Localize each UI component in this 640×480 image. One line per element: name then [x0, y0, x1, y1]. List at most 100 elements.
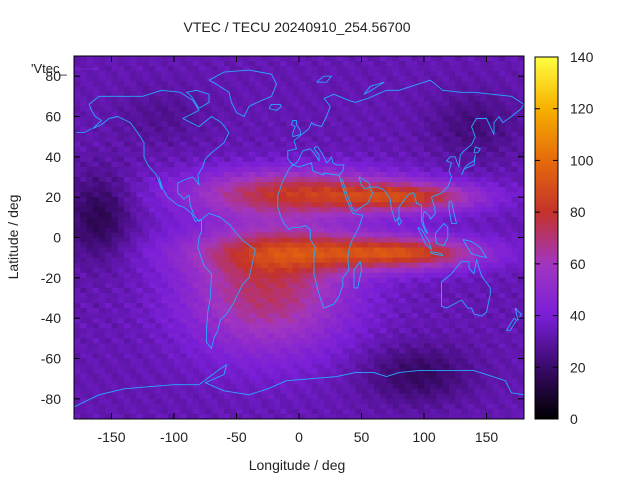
heatmap-cell: [380, 393, 387, 400]
heatmap-cell: [424, 192, 431, 198]
heatmap-cell: [105, 146, 112, 153]
heatmap-cell: [105, 267, 112, 274]
heatmap-cell: [442, 66, 450, 72]
heatmap-cell: [117, 121, 125, 127]
heatmap-cell: [280, 166, 287, 173]
heatmap-cell: [449, 212, 456, 218]
heatmap-cell: [130, 227, 137, 233]
heatmap-cell: [367, 141, 375, 148]
heatmap-cell: [124, 91, 131, 97]
heatmap-cell: [499, 212, 506, 218]
heatmap-cell: [436, 171, 444, 178]
heatmap-cell: [417, 182, 425, 188]
heatmap-cell: [174, 56, 181, 62]
heatmap-cell: [467, 116, 475, 122]
heatmap-cell: [142, 141, 150, 148]
heatmap-cell: [136, 116, 144, 122]
heatmap-cell: [511, 378, 519, 385]
heatmap-cell: [467, 353, 475, 359]
heatmap-cell: [305, 86, 312, 92]
heatmap-cell: [167, 76, 175, 82]
heatmap-cell: [474, 227, 481, 233]
heatmap-cell: [430, 146, 437, 153]
heatmap-cell: [499, 217, 506, 223]
heatmap-cell: [430, 66, 437, 72]
heatmap-cell: [517, 267, 525, 274]
heatmap-cell: [517, 262, 525, 269]
heatmap-cell: [149, 287, 156, 294]
heatmap-cell: [449, 91, 456, 97]
heatmap-cell: [130, 338, 137, 344]
heatmap-cell: [242, 323, 250, 329]
heatmap-cell: [455, 212, 462, 218]
heatmap-cell: [367, 212, 375, 218]
heatmap-cell: [205, 373, 212, 380]
heatmap-cell: [449, 61, 456, 67]
heatmap-cell: [211, 262, 219, 269]
heatmap-cell: [449, 383, 456, 390]
heatmap-cell: [142, 393, 150, 400]
heatmap-cell: [380, 378, 387, 385]
heatmap-cell: [74, 368, 81, 375]
heatmap-cell: [299, 232, 306, 238]
heatmap-cell: [399, 101, 406, 107]
heatmap-cell: [324, 202, 331, 208]
heatmap-cell: [324, 91, 331, 97]
heatmap-cell: [455, 121, 462, 127]
heatmap-cell: [242, 96, 250, 102]
heatmap-cell: [236, 166, 244, 173]
heatmap-cell: [211, 277, 219, 284]
heatmap-cell: [180, 338, 187, 344]
heatmap-cell: [155, 252, 162, 259]
heatmap-cell: [267, 393, 275, 400]
heatmap-cell: [180, 61, 187, 67]
heatmap-cell: [349, 287, 356, 294]
heatmap-cell: [74, 141, 81, 148]
heatmap-cell: [249, 61, 256, 67]
heatmap-cell: [111, 207, 119, 213]
heatmap-cell: [349, 106, 356, 112]
heatmap-cell: [324, 161, 331, 168]
heatmap-cell: [355, 91, 362, 97]
heatmap-cell: [311, 56, 319, 62]
heatmap-cell: [386, 202, 394, 208]
heatmap-cell: [199, 61, 206, 67]
heatmap-cell: [424, 156, 431, 163]
heatmap-cell: [155, 378, 162, 385]
heatmap-cell: [380, 141, 387, 148]
heatmap-cell: [374, 187, 381, 193]
heatmap-cell: [461, 398, 469, 405]
heatmap-cell: [136, 71, 144, 77]
heatmap-cell: [174, 358, 181, 364]
heatmap-cell: [480, 86, 487, 92]
heatmap-cell: [424, 237, 431, 243]
heatmap-cell: [455, 81, 462, 87]
heatmap-cell: [117, 141, 125, 148]
heatmap-cell: [186, 277, 194, 284]
heatmap-cell: [192, 277, 200, 284]
heatmap-cell: [199, 96, 206, 102]
heatmap-cell: [499, 262, 506, 269]
heatmap-cell: [86, 86, 94, 92]
heatmap-cell: [267, 303, 275, 309]
heatmap-cell: [292, 86, 300, 92]
heatmap-cell: [499, 242, 506, 248]
heatmap-cell: [311, 232, 319, 238]
heatmap-cell: [474, 287, 481, 294]
heatmap-cell: [480, 318, 487, 324]
heatmap-cell: [111, 141, 119, 148]
heatmap-cell: [267, 292, 275, 299]
heatmap-cell: [374, 141, 381, 148]
heatmap-cell: [211, 121, 219, 127]
heatmap-cell: [286, 182, 294, 188]
heatmap-cell: [174, 272, 181, 279]
heatmap-cell: [367, 151, 375, 158]
heatmap-cell: [380, 166, 387, 173]
heatmap-cell: [342, 323, 350, 329]
heatmap-cell: [324, 308, 331, 314]
heatmap-cell: [342, 292, 350, 299]
heatmap-cell: [361, 121, 369, 127]
heatmap-cell: [174, 96, 181, 102]
heatmap-cell: [292, 318, 300, 324]
heatmap-cell: [105, 363, 112, 369]
